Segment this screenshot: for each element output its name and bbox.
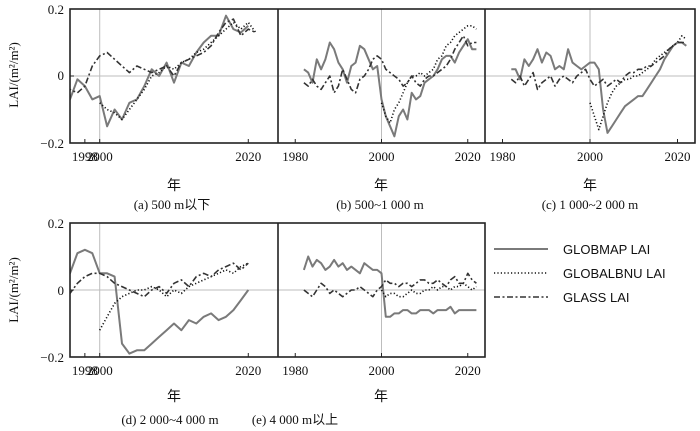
series-line-globalbnu [99, 21, 257, 121]
xtick-label: 2020 [455, 149, 481, 164]
yticks-bottom-row: 0.2 0 −0.2 [40, 216, 64, 365]
series-line-glass [303, 34, 477, 94]
ytick-label: 0.2 [48, 216, 64, 231]
series-line-glass [70, 262, 249, 298]
caption-b: (b) 500~1 000 m [336, 197, 424, 212]
series-line-globmap [302, 255, 477, 318]
yticks-top-row: 0.2 0 −0.2 [40, 2, 64, 151]
xtick-label: 1998 [72, 363, 98, 378]
ytick-label: 0.2 [48, 2, 64, 17]
xtick-label: 1980 [490, 149, 516, 164]
caption-c: (c) 1 000~2 000 m [542, 197, 639, 212]
ytick-label: 0 [58, 68, 65, 83]
ylabel-bottom-row: LAI/(m²/m²) [6, 257, 21, 323]
xtick-label: 2020 [235, 149, 261, 164]
xlabel-b: 年 [374, 178, 388, 194]
xlabel-d: 年 [167, 389, 181, 405]
series-line-globmap [511, 41, 687, 134]
xtick-label: 1998 [72, 149, 98, 164]
series-line-glass [510, 41, 687, 91]
series-line-glass [303, 272, 477, 298]
legend-label-globmap: GLOBMAP LAI [563, 242, 650, 257]
series-line-globalbnu [98, 262, 249, 331]
ytick-label: −0.2 [40, 350, 64, 365]
xtick-label: 2000 [87, 149, 113, 164]
legend-label-globalbnu: GLOBALBNU LAI [563, 266, 666, 281]
xtick-label: 2000 [577, 149, 603, 164]
xtick-label: 2000 [87, 363, 113, 378]
ytick-label: 0 [58, 283, 65, 298]
caption-e: (e) 4 000 m以上 [252, 412, 338, 427]
panel-e: 1980 2000 2020 [278, 223, 485, 378]
xtick-label: 2020 [235, 363, 261, 378]
series-line-globmap [303, 38, 477, 138]
panel-c: 1980 2000 2020 [485, 9, 695, 164]
series-line-globalbnu [380, 282, 477, 298]
xtick-label: 2020 [665, 149, 691, 164]
ylabel-top-row: LAI/(m²/m²) [6, 42, 21, 108]
series-line-globmap [70, 248, 250, 355]
legend: GLOBMAP LAI GLOBALBNU LAI GLASS LAI [494, 242, 666, 305]
xlabel-c: 年 [583, 178, 597, 194]
legend-label-glass: GLASS LAI [563, 290, 629, 305]
caption-a: (a) 500 m以下 [134, 197, 211, 212]
xlabel-e: 年 [374, 389, 388, 405]
xtick-label: 1980 [282, 149, 308, 164]
xtick-label: 2000 [369, 363, 395, 378]
xtick-label: 1980 [282, 363, 308, 378]
top-row-frame [69, 8, 696, 144]
ytick-label: −0.2 [40, 136, 64, 151]
xtick-label: 2020 [455, 363, 481, 378]
caption-d: (d) 2 000~4 000 m [121, 412, 218, 427]
series-line-globmap [70, 14, 249, 128]
series-line-globalbnu [380, 24, 477, 124]
series-line-glass [70, 18, 257, 94]
xlabel-a: 年 [167, 178, 181, 194]
xtick-label: 2000 [369, 149, 395, 164]
panel-b: 1980 2000 2020 [278, 9, 485, 164]
